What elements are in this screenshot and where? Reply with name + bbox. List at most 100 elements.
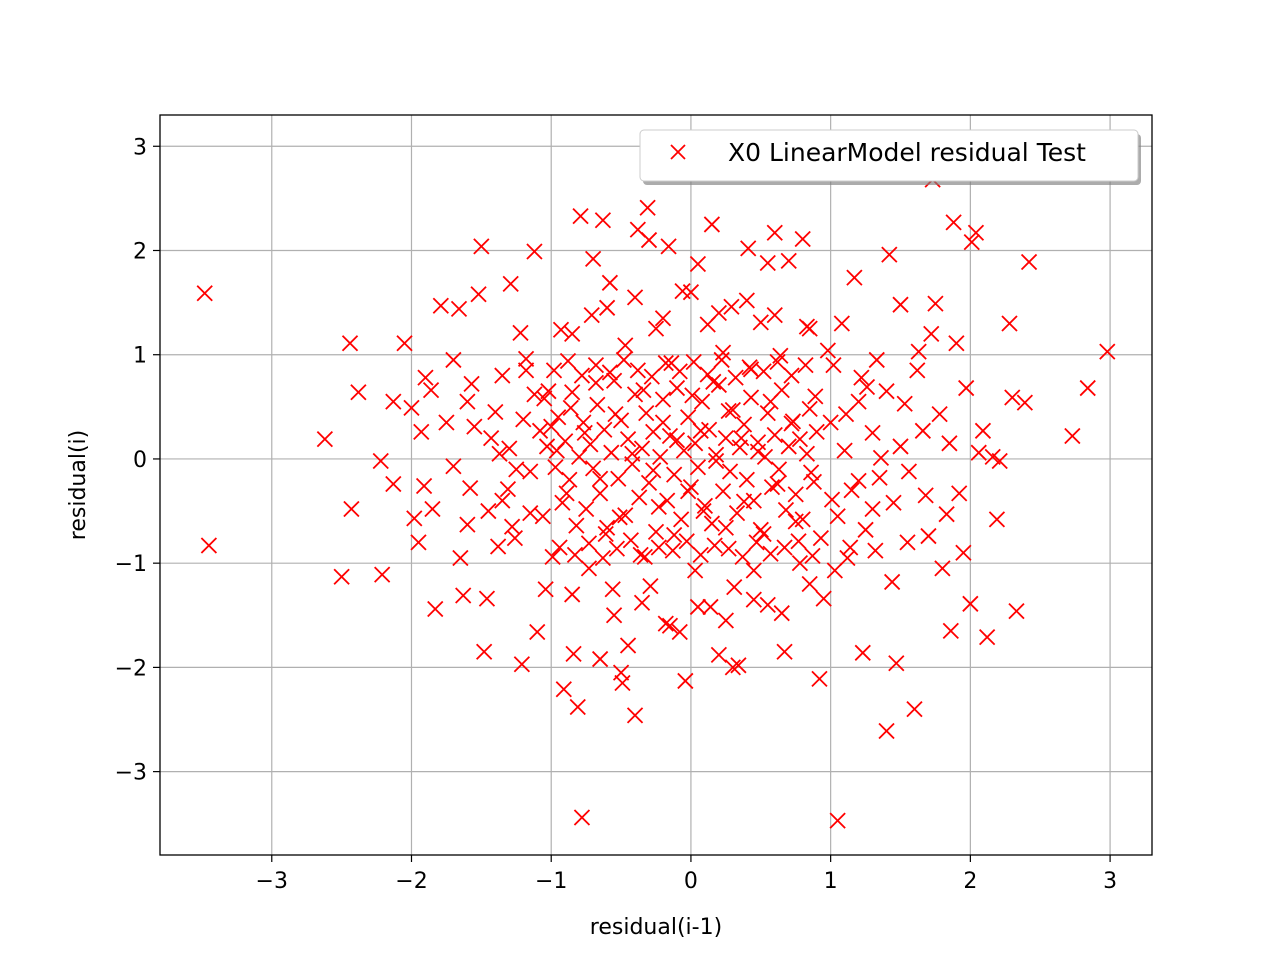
data-point (967, 224, 985, 241)
data-point (731, 439, 748, 456)
data-point (531, 422, 549, 439)
data-point (770, 461, 788, 478)
data-point (591, 650, 609, 668)
data-point (829, 508, 846, 525)
data-point (633, 440, 651, 457)
data-point (1099, 343, 1116, 360)
data-point (569, 698, 586, 716)
data-point (682, 284, 700, 301)
data-point (640, 231, 658, 249)
data-point (470, 286, 487, 303)
data-point (917, 487, 934, 504)
data-point (1008, 602, 1025, 620)
data-point (745, 492, 762, 509)
data-point (591, 470, 609, 487)
x-tick-label: 2 (963, 869, 977, 894)
data-point (734, 548, 751, 566)
data-point (626, 289, 644, 306)
data-point (805, 473, 823, 491)
data-point (626, 707, 644, 724)
data-point (517, 362, 535, 379)
data-point (612, 412, 630, 429)
data-point (476, 643, 493, 660)
data-point (601, 274, 619, 291)
data-point (343, 500, 360, 518)
data-point (619, 637, 637, 654)
data-point (763, 478, 781, 496)
data-point (522, 463, 539, 480)
data-point (857, 521, 874, 538)
data-point (819, 342, 836, 359)
data-point (652, 448, 669, 465)
data-point (629, 362, 646, 379)
legend: X0 LinearModel residual Test (639, 129, 1141, 185)
data-point (710, 304, 728, 322)
data-point (720, 540, 737, 557)
data-point (963, 234, 980, 251)
y-tick-label: −2 (115, 656, 147, 681)
data-point (668, 379, 686, 397)
data-point (605, 372, 623, 389)
data-point (868, 351, 885, 369)
data-point (640, 474, 658, 492)
data-point (724, 401, 741, 419)
data-point (508, 461, 525, 478)
data-point (598, 519, 616, 536)
data-point (573, 367, 591, 384)
data-point (705, 373, 722, 390)
data-point (608, 540, 626, 557)
data-point (707, 452, 725, 470)
data-point (432, 297, 449, 314)
data-point (692, 546, 709, 563)
data-point (735, 416, 753, 433)
data-point (596, 421, 613, 438)
data-point (506, 530, 524, 547)
data-point (499, 481, 517, 498)
x-tick-label: −1 (535, 869, 567, 894)
data-point (633, 594, 651, 611)
data-point (728, 505, 746, 522)
data-point (650, 498, 667, 516)
data-point (1016, 394, 1033, 411)
data-point (654, 310, 672, 327)
data-point (1001, 315, 1018, 332)
data-point (410, 534, 427, 551)
data-point (635, 382, 652, 399)
data-point (717, 519, 734, 536)
data-point (791, 555, 809, 572)
data-point (892, 438, 909, 455)
data-point (551, 539, 568, 556)
data-point (769, 475, 786, 493)
data-point (714, 344, 732, 361)
data-point (822, 414, 839, 431)
data-point (748, 534, 765, 551)
data-point (790, 533, 807, 550)
data-point (480, 502, 497, 520)
data-point (558, 485, 575, 502)
data-point (883, 573, 901, 591)
data-point (671, 623, 688, 641)
data-point (938, 506, 955, 523)
data-point (836, 442, 853, 459)
data-point (413, 423, 430, 440)
data-point (632, 546, 649, 563)
data-point (568, 517, 585, 534)
data-point (829, 812, 846, 829)
data-point (741, 359, 758, 376)
data-point (562, 399, 579, 417)
data-point (811, 670, 828, 687)
data-point (684, 387, 701, 404)
data-point (942, 622, 959, 640)
data-point (333, 568, 350, 585)
data-point (341, 335, 359, 352)
data-point (603, 444, 620, 461)
data-point (659, 492, 676, 509)
data-point (550, 409, 567, 426)
data-point (909, 362, 926, 379)
data-point (594, 549, 612, 567)
data-point (424, 500, 441, 518)
data-point (584, 460, 602, 477)
data-point (745, 562, 762, 579)
data-point (559, 352, 577, 370)
data-point (526, 243, 543, 260)
